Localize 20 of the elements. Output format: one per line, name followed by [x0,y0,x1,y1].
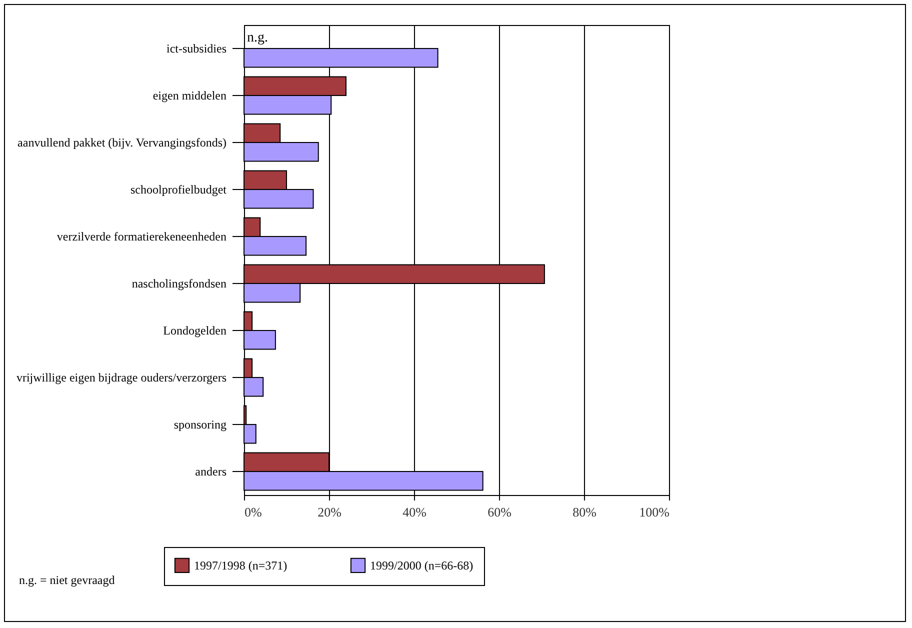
text: n.g. = niet gevraagd [19,573,115,588]
y-tick-label: eigen middelen [152,88,226,102]
y-tick-label: verzilverde formatierekeneenheden [56,230,226,244]
y-tick-label: anders [195,464,227,478]
x-tick-label: 40% [402,504,427,520]
x-tick-label: 20% [318,504,342,520]
y-tick-label: schoolprofielbudget [130,182,228,196]
legend-label: 1997/1998 (n=371) [194,558,288,572]
x-tick-label: 60% [488,504,512,520]
x-tick-label: 100% [639,504,670,520]
y-tick-label: sponsoring [174,418,226,432]
x-tick-label: 80% [572,504,597,520]
x-tick-label: 0% [244,504,262,520]
annotation: n.g. [247,30,268,46]
legend-label: 1999/2000 (n=66-68) [370,558,474,572]
y-tick-label: Londogelden [163,324,226,338]
y-tick-label: vrijwillige eigen bijdrage ouders/verzorgers [16,370,227,384]
y-tick-label: ict-subsidies [166,42,227,56]
y-tick-label: nascholingsfondsen [132,276,226,290]
y-tick-label: aanvullend pakket (bijv. Vervangingsfonds) [18,136,226,150]
